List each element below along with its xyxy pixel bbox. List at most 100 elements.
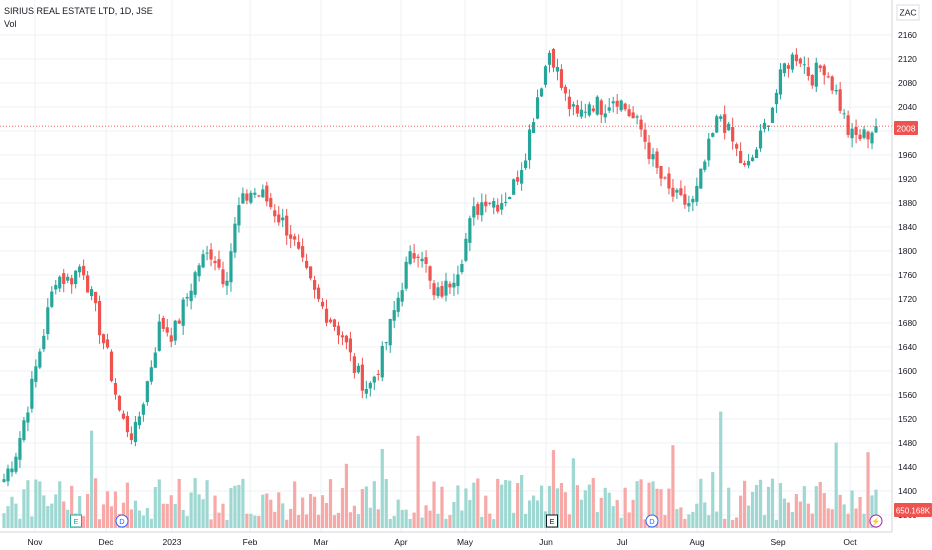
time-tick-label: Mar <box>314 537 329 547</box>
volume-bar <box>336 512 341 528</box>
event-marker-split[interactable]: ⚡ <box>869 514 883 528</box>
volume-bar <box>129 509 134 528</box>
volume-bar <box>181 509 185 528</box>
candle-body <box>595 96 599 115</box>
candle-body <box>531 122 536 133</box>
candle-body <box>615 100 619 107</box>
price-tick-label: 1520 <box>898 414 917 424</box>
candle-body <box>352 356 356 373</box>
time-axis[interactable]: Nov Dec 2023 Feb Mar Apr May Jun Jul Aug Sep Oct <box>27 537 857 547</box>
volume-bar <box>229 488 233 528</box>
volume-bar <box>324 503 329 528</box>
candle-body <box>743 163 747 166</box>
candle-body <box>245 193 249 201</box>
candle-body <box>261 189 265 198</box>
candle-body <box>364 388 368 394</box>
volume-bar <box>559 483 564 528</box>
candle-body <box>360 364 364 391</box>
candle-body <box>691 198 695 203</box>
volume-bar <box>631 499 635 528</box>
candle-body <box>802 64 806 66</box>
volume-bar <box>70 485 74 528</box>
price-tick-label: 1760 <box>898 270 917 280</box>
volume-bar <box>225 519 229 528</box>
volume-bar <box>233 485 237 528</box>
volume-bar <box>691 511 695 528</box>
volume-bar <box>543 511 548 528</box>
price-axis[interactable]: 2160212020802040200019601920188018401800… <box>898 30 917 520</box>
volume-bar <box>547 485 552 528</box>
volume-bar <box>711 472 715 528</box>
volume-bar <box>205 480 209 528</box>
price-tick-label: 2160 <box>898 30 917 40</box>
volume-bar <box>516 483 520 528</box>
volume-bar <box>18 518 22 528</box>
volume-bar <box>798 501 802 528</box>
volume-bar <box>794 494 798 528</box>
candle-body <box>591 108 595 112</box>
candle-body <box>703 161 707 170</box>
candle-body <box>293 236 297 240</box>
volume-bar <box>818 481 822 528</box>
candle-body <box>516 177 520 182</box>
volume-bar <box>153 486 157 528</box>
time-tick-label: Sep <box>770 537 785 547</box>
candle-body <box>42 335 46 350</box>
volume-bar <box>727 487 731 528</box>
candle-body <box>727 123 731 131</box>
last-volume-value: 650.168K <box>896 507 931 516</box>
candle-body <box>862 129 866 138</box>
price-tick-label: 2040 <box>898 102 917 112</box>
candle-body <box>133 421 137 442</box>
volume-bar <box>774 519 779 528</box>
volume-bar <box>683 519 687 528</box>
currency-badge[interactable] <box>896 4 920 21</box>
candle-body <box>667 173 671 189</box>
candle-body <box>328 319 333 323</box>
event-marker-label: D <box>649 517 655 526</box>
volume-bar <box>758 479 763 528</box>
candle-body <box>679 188 683 196</box>
candle-body <box>488 202 492 204</box>
event-marker-dividend[interactable]: D <box>645 514 659 528</box>
candle-body <box>790 54 794 70</box>
volume-bar <box>870 495 874 528</box>
event-markers[interactable]: E D E D ⚡ <box>70 514 883 528</box>
volume-bar <box>58 481 62 528</box>
time-tick-label: Jul <box>617 537 628 547</box>
candle-body <box>161 317 165 329</box>
volume-bar <box>531 495 536 528</box>
time-tick-label: Oct <box>843 537 857 547</box>
volume-bar <box>10 496 14 528</box>
event-marker-earnings[interactable]: E <box>546 514 558 528</box>
volume-bar <box>655 488 659 528</box>
time-tick-label: Nov <box>27 537 43 547</box>
candle-body <box>715 116 719 133</box>
volume-bar <box>101 504 106 528</box>
volume-bar <box>595 512 599 528</box>
price-tick-label: 1720 <box>898 294 917 304</box>
volume-bar <box>520 475 524 528</box>
candle-body <box>305 260 309 268</box>
volume-bar <box>862 513 866 528</box>
event-marker-earnings[interactable]: E <box>70 514 82 528</box>
event-marker-dividend[interactable]: D <box>115 514 129 528</box>
candle-body <box>826 76 830 78</box>
volume-bar <box>241 478 245 528</box>
candle-body <box>719 116 723 119</box>
volume-bar <box>770 478 775 528</box>
volume-bar <box>746 505 751 528</box>
candle-body <box>739 150 743 164</box>
candle-body <box>237 205 241 226</box>
candle-body <box>547 52 552 65</box>
candle-body <box>388 318 392 346</box>
candle-body <box>810 74 814 86</box>
candle-body <box>265 185 269 202</box>
volume-bar <box>360 489 364 528</box>
volume-bar <box>735 517 739 528</box>
candle-body <box>695 185 699 202</box>
volume-bar <box>476 478 480 528</box>
volume-bar <box>189 492 193 528</box>
volume-bar <box>858 496 862 528</box>
